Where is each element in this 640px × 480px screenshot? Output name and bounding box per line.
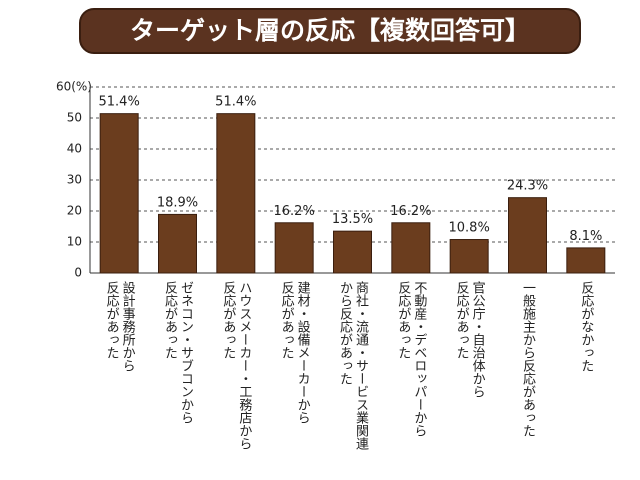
value-label: 10.8% — [449, 221, 490, 236]
x-tick-label: 反応がなかった — [578, 281, 594, 372]
x-tick-label: ハウスメーカー・工務店から — [236, 281, 252, 450]
bar — [274, 222, 314, 274]
value-label: 24.3% — [507, 179, 548, 194]
x-tick-label: から反応があった — [337, 281, 353, 385]
bar — [158, 213, 197, 274]
y-tick-label: 0 — [74, 266, 82, 280]
x-tick-label: 反応があった — [162, 281, 178, 359]
x-tick-label: ゼネコン・サブコンから — [178, 281, 194, 424]
chart-title: ターゲット層の反応【複数回答可】 — [130, 16, 530, 45]
x-tick-label: 不動産・デベロッパーから — [411, 281, 427, 437]
x-tick-label: 反応があった — [454, 281, 470, 359]
y-tick-label: 10 — [67, 235, 82, 249]
x-tick-label: 商社・流通・サービス業関連 — [353, 281, 369, 451]
y-tick-label: 30 — [67, 173, 82, 187]
bar — [333, 230, 372, 274]
bar — [99, 113, 139, 274]
value-label: 16.2% — [274, 204, 315, 219]
value-label: 13.5% — [332, 212, 373, 227]
value-label: 8.1% — [569, 229, 602, 244]
x-tick-label: 官公庁・自治体から — [470, 280, 486, 398]
x-tick-label: 反応があった — [104, 281, 120, 359]
value-label: 18.9% — [157, 195, 198, 210]
bar — [391, 222, 431, 274]
y-tick-label: 40 — [67, 142, 82, 156]
y-tick-label: 20 — [67, 204, 82, 218]
bar — [566, 247, 606, 274]
x-tick-label: 反応があった — [395, 281, 411, 359]
y-tick-label: 50 — [67, 111, 82, 125]
x-tick-label: 建材・設備メーカーから — [295, 281, 311, 424]
value-label: 51.4% — [215, 95, 256, 110]
value-label: 16.2% — [390, 204, 431, 219]
bar — [449, 239, 489, 274]
x-tick-label: 反応があった — [279, 281, 295, 359]
x-tick-label: 反応があった — [220, 281, 236, 359]
x-tick-label: 設計事務所から — [120, 280, 135, 372]
bar — [216, 113, 256, 274]
value-label: 51.4% — [99, 95, 140, 110]
bar — [508, 197, 547, 274]
x-tick-label: 一般施主から反応があった — [520, 281, 536, 437]
title-box — [79, 8, 581, 54]
y-tick-label: 60(%) — [56, 80, 92, 94]
